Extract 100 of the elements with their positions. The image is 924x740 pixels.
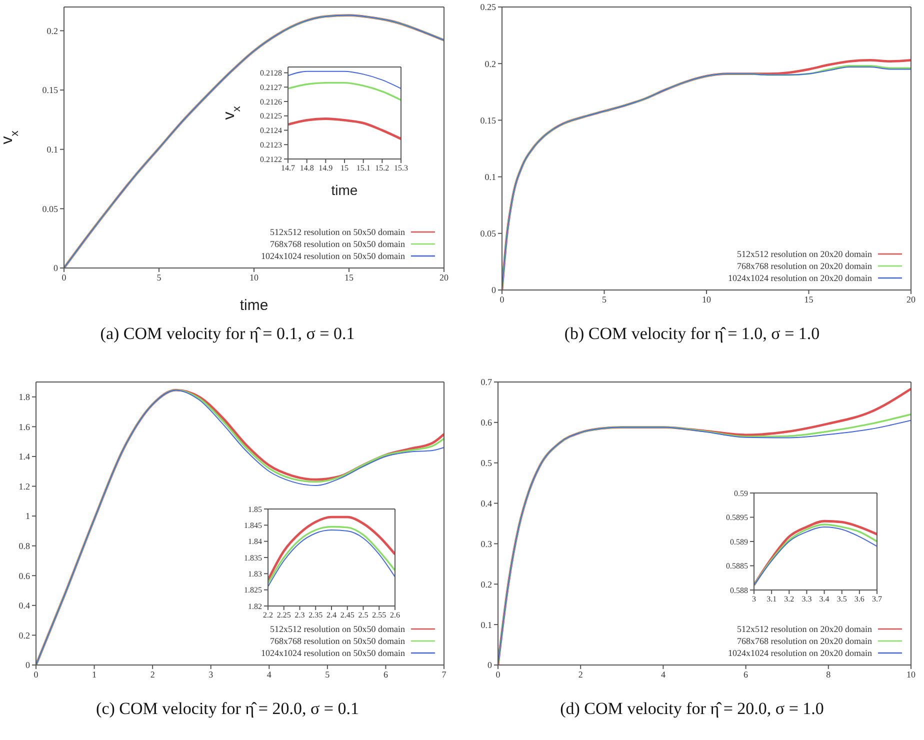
x-tick-label: 10 [250, 272, 259, 282]
x-tick-label: 2.4 [326, 610, 336, 620]
x-tick-label: 14.8 [300, 164, 314, 173]
legend-label: 512x512 resolution on 50x50 domain [270, 227, 405, 237]
y-tick-label: 0 [492, 285, 496, 296]
y-tick-label: 1.835 [244, 553, 262, 562]
x-tick-label: 14.9 [318, 164, 333, 173]
y-tick-label: 0.1 [484, 172, 496, 182]
x-tick-label: 3.4 [819, 594, 830, 604]
x-tick-label: 3.2 [784, 594, 794, 604]
y-tick-label: 0.6 [18, 570, 30, 581]
x-tick-label: 5 [602, 294, 607, 304]
y-tick-label: 0.05 [42, 204, 58, 214]
y-tick-label: 0.7 [480, 377, 492, 388]
y-tick-label: 1.6 [18, 422, 30, 432]
x-tick-label: 1 [92, 669, 97, 680]
x-tick-label: 5 [325, 669, 330, 680]
x-tick-label: 2.2 [263, 610, 273, 620]
y-tick-label: 1.82 [248, 602, 262, 611]
y-tick-label: 0.15 [42, 85, 58, 96]
y-tick-label: 0.2124 [260, 126, 282, 136]
line-series [288, 118, 401, 140]
x-tick-label: 3.6 [854, 594, 864, 604]
x-tick-label: 2 [150, 669, 155, 680]
y-tick-label: 0.5 [480, 458, 492, 468]
y-tick-label: 0.6 [480, 418, 492, 428]
x-tick-label: 20 [440, 272, 449, 282]
y-tick-label: 0.05 [480, 228, 496, 239]
x-tick-label: 15 [344, 272, 354, 282]
x-tick-label: 6 [383, 669, 388, 680]
y-tick-label: 0.2 [46, 26, 58, 36]
x-tick-label: 3 [752, 594, 756, 604]
y-tick-label: 0.59 [734, 488, 748, 498]
x-tick-label: 2.25 [276, 610, 291, 620]
y-tick-label: 1.8 [18, 392, 30, 402]
y-tick-label: 0.2127 [260, 82, 282, 92]
x-tick-label: 4 [660, 669, 666, 680]
y-tick-label: 0.8 [18, 541, 30, 552]
legend-label: 1024x1024 resolution on 20x20 domain [728, 648, 872, 658]
legend-label: 768x768 resolution on 50x50 domain [270, 239, 405, 249]
y-tick-label: 0.5895 [726, 513, 748, 522]
y-tick-label: 0.3 [480, 538, 492, 549]
x-tick-label: 2.35 [308, 610, 323, 620]
y-tick-label: 0.4 [18, 600, 30, 611]
y-tick-label: 1.825 [244, 586, 262, 595]
y-tick-label: 0.2 [484, 58, 496, 69]
x-tick-label: 4 [266, 669, 272, 680]
legend-label: 1024x1024 resolution on 50x50 domain [261, 251, 405, 261]
y-tick-label: 0 [488, 660, 492, 670]
y-tick-label: 1 [26, 511, 30, 522]
x-tick-label: 2 [578, 669, 583, 680]
x-tick-label: 0 [62, 272, 67, 282]
x-axis-title: time [331, 182, 358, 198]
x-tick-label: 10 [702, 294, 712, 304]
x-tick-label: 2.45 [340, 610, 354, 620]
y-tick-label: 0.2123 [260, 140, 282, 150]
y-tick-label: 0.2 [480, 579, 492, 590]
x-tick-label: 10 [906, 669, 916, 680]
line-series [288, 70, 401, 90]
x-tick-label: 6 [744, 669, 749, 680]
x-tick-label: 2.3 [294, 610, 305, 620]
y-tick-label: 0.15 [480, 115, 496, 126]
x-tick-label: 0 [34, 669, 39, 680]
x-tick-label: 15 [340, 164, 348, 173]
text: (d) COM velocity for η̂ = 20.0, σ = 1.0 [559, 699, 825, 719]
x-tick-label: 2.55 [372, 610, 386, 620]
y-tick-label: 1.845 [244, 521, 262, 530]
x-tick-label: 15 [804, 294, 814, 304]
x-tick-label: 3.5 [836, 594, 847, 604]
legend-label: 768x768 resolution on 50x50 domain [270, 636, 405, 646]
x-tick-label: 2.5 [358, 610, 368, 620]
x-tick-label: 3 [208, 669, 214, 680]
y-tick-label: 1.83 [248, 570, 262, 579]
x-tick-label: 15.3 [394, 164, 408, 173]
y-tick-label: 1.85 [248, 504, 262, 514]
y-tick-label: 0 [54, 263, 58, 274]
x-axis-title: time [240, 297, 268, 314]
legend-label: 768x768 resolution on 20x20 domain [737, 636, 872, 646]
y-tick-label: 1.84 [248, 537, 262, 546]
legend-label: 512x512 resolution on 50x50 domain [270, 624, 405, 634]
x-tick-label: 0 [500, 294, 505, 304]
y-tick-label: 0.2 [18, 630, 30, 640]
y-tick-label: 0.588 [730, 586, 748, 595]
line-series [288, 82, 401, 101]
y-tick-label: 0.2125 [260, 112, 282, 121]
y-tick-label: 0.589 [730, 537, 748, 546]
text: (b) COM velocity for η̂ = 1.0, σ = 1.0 [563, 324, 821, 344]
y-tick-label: 0.5885 [726, 562, 748, 571]
y-tick-label: 0.1 [46, 144, 58, 155]
x-tick-label: 3.3 [802, 594, 812, 604]
y-tick-label: 0.2126 [260, 97, 282, 106]
legend-label: 768x768 resolution on 20x20 domain [737, 261, 872, 271]
y-tick-label: 0.2128 [260, 68, 282, 78]
legend-label: 512x512 resolution on 20x20 domain [737, 249, 872, 259]
x-tick-label: 2.6 [390, 610, 400, 620]
y-tick-label: 0.4 [480, 498, 492, 508]
x-tick-label: 5 [156, 272, 162, 282]
y-tick-label: 1.4 [18, 452, 30, 462]
y-tick-label: 0.1 [480, 620, 492, 630]
line-series [268, 516, 395, 582]
